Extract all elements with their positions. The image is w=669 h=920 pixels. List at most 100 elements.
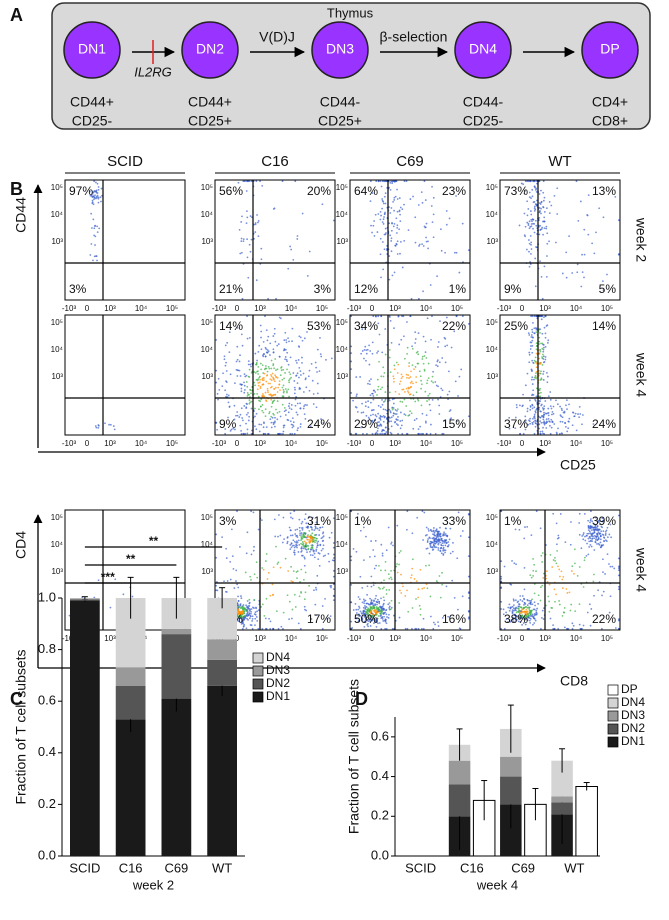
event-dot <box>518 224 521 227</box>
event-dot <box>595 535 598 538</box>
y-tick-label: 10⁴ <box>486 540 499 549</box>
event-dot <box>360 352 363 355</box>
event-dot <box>519 611 522 614</box>
event-dot <box>573 415 576 418</box>
event-dot <box>414 400 417 403</box>
event-dot <box>239 375 242 377</box>
event-dot <box>594 516 597 519</box>
event-dot <box>440 544 443 547</box>
event-dot <box>388 577 391 580</box>
event-dot <box>539 363 542 365</box>
event-dot <box>535 246 538 249</box>
event-dot <box>89 254 92 256</box>
event-dot <box>541 347 544 350</box>
event-dot <box>367 625 370 628</box>
event-dot <box>357 620 360 623</box>
event-dot <box>541 430 544 433</box>
event-dot <box>433 533 436 536</box>
event-dot <box>373 555 376 558</box>
event-dot <box>545 207 548 210</box>
event-dot <box>290 376 292 379</box>
event-dot <box>294 533 297 535</box>
event-dot <box>420 387 422 390</box>
event-dot <box>547 412 550 414</box>
quadrant-percent: 39% <box>592 514 616 528</box>
event-dot <box>261 379 264 382</box>
event-dot <box>270 359 273 362</box>
event-dot <box>509 583 512 586</box>
event-dot <box>255 279 258 282</box>
event-dot <box>266 389 269 392</box>
event-dot <box>225 590 227 593</box>
event-dot <box>617 219 620 222</box>
event-dot <box>373 606 376 609</box>
event-dot <box>587 519 590 522</box>
event-dot <box>586 542 588 545</box>
event-dot <box>533 601 536 604</box>
event-dot <box>277 386 280 389</box>
event-dot <box>406 346 409 349</box>
event-dot <box>256 359 259 362</box>
event-dot <box>426 587 429 590</box>
event-dot <box>264 560 267 562</box>
y-tick-label: 10⁴ <box>51 540 64 549</box>
event-dot <box>530 368 533 371</box>
event-dot <box>96 259 98 262</box>
event-dot <box>532 623 534 626</box>
event-dot <box>534 257 537 260</box>
event-dot <box>535 328 538 331</box>
event-dot <box>256 393 259 395</box>
event-dot <box>372 421 374 424</box>
event-dot <box>359 575 362 578</box>
event-dot <box>467 555 470 558</box>
event-dot <box>373 622 375 625</box>
event-dot <box>241 610 244 613</box>
event-dot <box>582 538 585 541</box>
event-dot <box>393 614 395 617</box>
event-dot <box>372 389 375 392</box>
event-dot <box>300 534 303 536</box>
event-dot <box>96 182 99 185</box>
event-dot <box>539 527 542 530</box>
event-dot <box>388 255 391 257</box>
event-dot <box>433 531 436 534</box>
event-dot <box>421 201 424 204</box>
event-dot <box>436 365 439 368</box>
event-dot <box>533 376 536 379</box>
event-dot <box>542 358 545 360</box>
event-dot <box>524 618 526 621</box>
event-dot <box>566 592 569 594</box>
y-tick-label: 10⁴ <box>336 210 349 219</box>
event-dot <box>383 216 385 218</box>
event-dot <box>257 365 260 368</box>
event-dot <box>240 240 243 243</box>
event-dot <box>384 398 387 401</box>
event-dot <box>363 615 366 618</box>
event-dot <box>364 401 367 404</box>
event-dot <box>528 619 531 622</box>
event-dot <box>414 216 417 219</box>
event-dot <box>255 561 258 564</box>
event-dot <box>371 231 373 234</box>
event-dot <box>393 222 396 225</box>
event-dot <box>448 390 451 393</box>
event-dot <box>535 372 537 375</box>
event-dot <box>421 412 424 415</box>
event-dot <box>572 624 575 627</box>
x-tick-label: 0 <box>235 439 240 448</box>
event-dot <box>291 417 294 420</box>
x-tick-label: 10⁴ <box>420 634 433 643</box>
event-dot <box>531 407 534 410</box>
event-dot <box>391 222 393 225</box>
event-dot <box>377 615 380 617</box>
event-dot <box>541 342 544 345</box>
event-dot <box>90 243 93 245</box>
event-dot <box>289 534 292 537</box>
event-dot <box>295 541 298 544</box>
event-dot <box>322 547 324 550</box>
legend-swatch <box>607 697 619 709</box>
x-tick-label: 10⁵ <box>451 634 463 643</box>
event-dot <box>284 372 286 374</box>
event-dot <box>243 389 246 391</box>
event-dot <box>294 398 297 401</box>
